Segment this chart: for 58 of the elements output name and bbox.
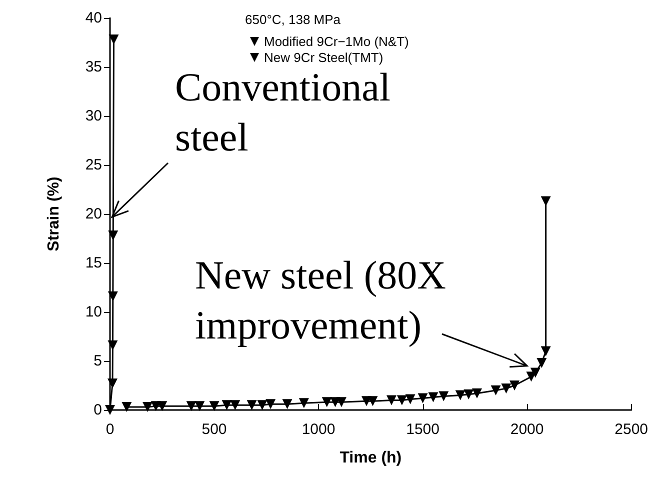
y-tick-label: 20 [85, 206, 102, 222]
point [336, 397, 346, 408]
point [368, 396, 378, 406]
point [530, 368, 540, 378]
point [501, 383, 512, 394]
point [438, 391, 449, 402]
y-tick-label: 5 [94, 352, 102, 370]
point [108, 291, 118, 302]
annotation: New steel (80X improvement) [195, 252, 456, 348]
y-tick-label: 0 [94, 402, 102, 418]
point [396, 395, 407, 406]
point [455, 390, 466, 400]
point [122, 402, 132, 412]
point [405, 394, 416, 404]
point [257, 400, 268, 410]
point [322, 397, 332, 408]
point [540, 346, 551, 356]
y-tick-label: 10 [85, 304, 102, 320]
point [540, 196, 551, 206]
point [246, 400, 257, 410]
point [108, 378, 118, 389]
x-tick-label: 500 [202, 421, 227, 438]
legend-title: 650°C, 138 MPa [245, 12, 342, 27]
point [222, 400, 232, 410]
y-axis-title: Strain (%) [46, 176, 62, 252]
x-tick-label: 0 [106, 421, 114, 438]
point [209, 401, 220, 412]
point [108, 230, 118, 241]
y-tick-label: 25 [85, 156, 102, 174]
point [464, 389, 474, 400]
x-tick-label: 2000 [510, 421, 544, 438]
y-tick-label: 15 [85, 254, 102, 272]
point [490, 385, 501, 396]
annotation: Conventional steel [175, 64, 401, 160]
point [194, 401, 205, 412]
point [266, 399, 276, 410]
point [418, 393, 428, 404]
point [298, 398, 309, 408]
point [510, 380, 520, 390]
point [108, 340, 118, 350]
point [428, 392, 438, 402]
point [157, 401, 168, 412]
legend-label: Modified 9Cr−1Mo (N&T) [264, 34, 409, 49]
x-axis-title: Time (h) [340, 450, 402, 466]
point [186, 401, 196, 412]
y-tick-label: 35 [85, 58, 102, 76]
x-tick-label: 2500 [614, 421, 648, 438]
x-tick-label: 1000 [302, 421, 336, 438]
point [142, 402, 153, 412]
point [472, 388, 482, 398]
point [386, 395, 397, 406]
point [282, 399, 292, 410]
point [536, 358, 547, 368]
x-tick-label: 1500 [406, 421, 440, 438]
y-tick-label: 30 [85, 108, 102, 124]
y-tick-label: 40 [85, 10, 102, 26]
point [230, 400, 240, 410]
legend-label: New 9Cr Steel(TMT) [264, 50, 384, 65]
